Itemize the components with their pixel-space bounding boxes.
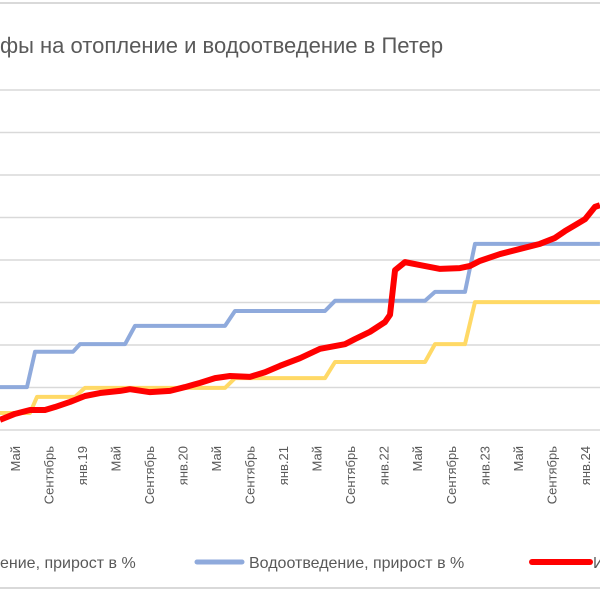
x-tick-label: янв.19 — [75, 446, 90, 485]
series-line-1 — [0, 241, 600, 390]
x-tick-label: янв.21 — [276, 446, 291, 485]
series-lines — [0, 202, 600, 423]
legend: ение, прирост в % Водоотведение, прирост… — [0, 555, 600, 572]
x-tick-label: Сентябрь — [142, 446, 157, 504]
x-tick-label: Сентябрь — [544, 446, 559, 504]
x-tick-label: Май — [511, 446, 526, 471]
x-tick-label: янв.20 — [176, 446, 191, 485]
x-tick-label: Май — [310, 446, 325, 471]
x-tick-label: янв.23 — [477, 446, 492, 485]
x-tick-label: Сентябрь — [444, 446, 459, 504]
series-line-0 — [0, 300, 600, 415]
x-tick-label: Сентябрь — [42, 446, 57, 504]
series-line-2 — [0, 202, 600, 423]
x-tick-label: Май — [8, 446, 23, 471]
x-tick-label: Сентябрь — [243, 446, 258, 504]
chart-title: фы на отопление и водоотведение в Петер — [0, 33, 443, 58]
x-tick-label: Май — [109, 446, 124, 471]
x-axis-ticks: Май Сентябрь янв.19 Май Сентябрь янв.20 Май Сен… — [8, 446, 593, 504]
x-tick-label: янв.22 — [377, 446, 392, 485]
x-tick-label: Сентябрь — [343, 446, 358, 504]
legend-label-heating: ение, прирост в % — [0, 555, 136, 572]
legend-label-drainage: Водоотведение, прирост в % — [249, 555, 464, 572]
x-tick-label: Май — [410, 446, 425, 471]
legend-label-index: И — [593, 555, 600, 572]
x-tick-label: Май — [209, 446, 224, 471]
x-tick-label: янв.24 — [578, 446, 593, 485]
